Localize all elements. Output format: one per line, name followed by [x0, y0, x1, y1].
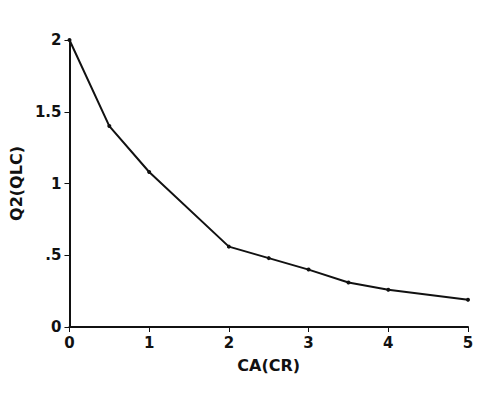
svg-text:3: 3 — [303, 334, 313, 352]
svg-text:.5: .5 — [45, 246, 61, 264]
svg-text:Q2(QLC): Q2(QLC) — [7, 146, 26, 221]
svg-text:1: 1 — [144, 334, 154, 352]
svg-text:0: 0 — [64, 334, 74, 352]
svg-text:1: 1 — [51, 175, 61, 193]
svg-text:0: 0 — [51, 318, 61, 336]
svg-text:2: 2 — [51, 31, 61, 49]
svg-text:1.5: 1.5 — [35, 103, 62, 121]
svg-text:CA(CR): CA(CR) — [237, 356, 300, 375]
svg-text:5: 5 — [463, 334, 473, 352]
svg-text:4: 4 — [383, 334, 393, 352]
svg-text:2: 2 — [224, 334, 234, 352]
